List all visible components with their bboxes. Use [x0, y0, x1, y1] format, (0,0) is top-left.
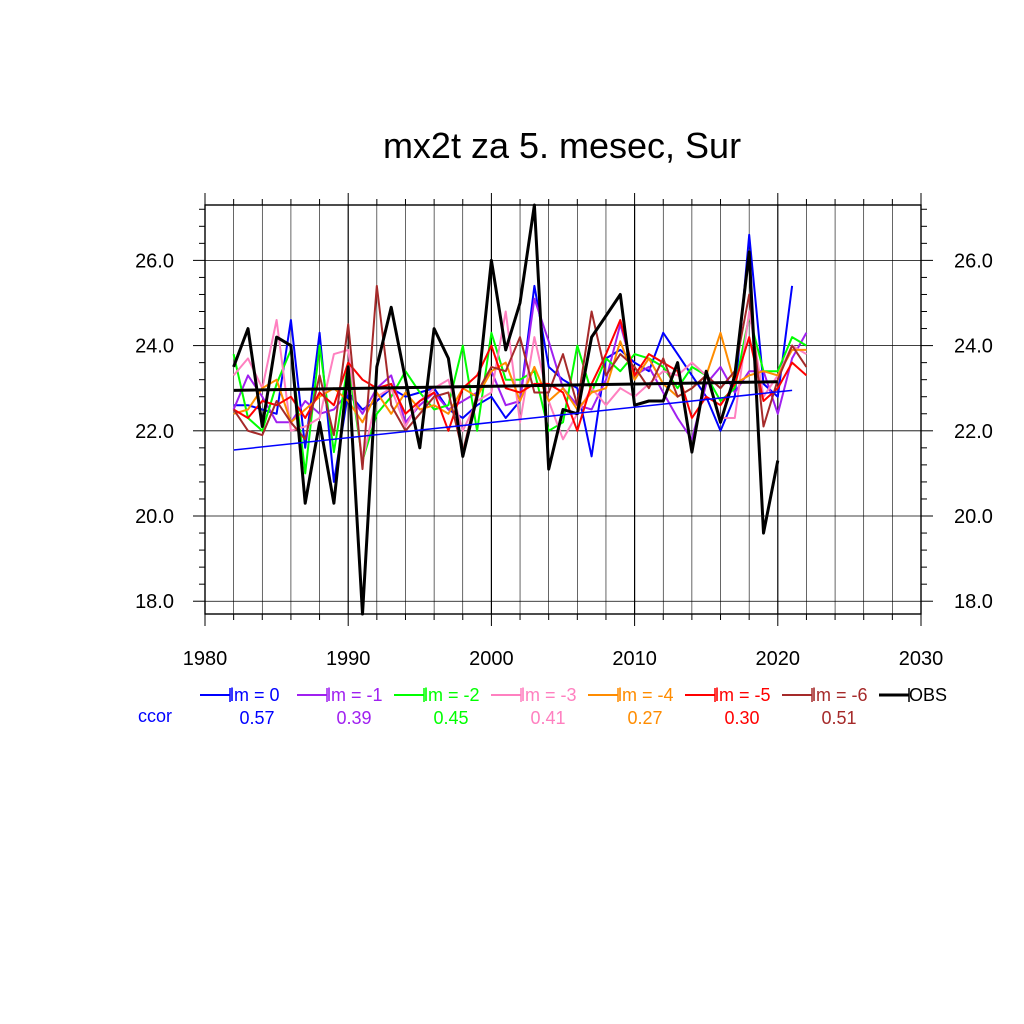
series-line-lm-6: [232, 284, 808, 471]
chart-title: mx2t za 5. mesec, Sur: [383, 125, 741, 166]
plot-frame: [204, 204, 922, 615]
tick-labels: 1980 1990 2000 2010 2020 2030 18.0 18.0 20.0 20.0…: [135, 250, 993, 670]
y-tick-label-left: 26.0: [135, 250, 174, 272]
y-tick-label-right: 24.0: [954, 336, 993, 358]
legend-label: lm = -2: [424, 685, 480, 705]
y-tick-label-left: 18.0: [135, 591, 174, 613]
ccor-value: 0.39: [336, 708, 371, 728]
y-tick-label-left: 24.0: [135, 336, 174, 358]
x-tick-label: 2010: [612, 648, 657, 670]
y-tick-label-right: 22.0: [954, 421, 993, 443]
y-tick-label-left: 20.0: [135, 506, 174, 528]
legend-label: lm = -3: [521, 685, 577, 705]
ccor-value: 0.30: [724, 708, 759, 728]
x-tick-label: 1990: [326, 648, 371, 670]
series-line-lm-4: [233, 331, 807, 424]
y-tick-label-right: 18.0: [954, 591, 993, 613]
tick-marks: [193, 193, 933, 626]
x-tick-label: 2000: [469, 648, 514, 670]
legend-label: lm = -6: [812, 685, 868, 705]
ccor-value: 0.51: [821, 708, 856, 728]
y-tick-label-right: 26.0: [954, 250, 993, 272]
x-tick-label: 1980: [183, 648, 228, 670]
ccor-value: 0.41: [530, 708, 565, 728]
ccor-label: ccor: [138, 706, 172, 726]
legend: ccor lm = 0 0.57 lm = -1 0.39 lm = -2 0.45 lm =…: [138, 685, 947, 728]
legend-label: OBS: [909, 685, 947, 705]
x-tick-label: 2020: [756, 648, 801, 670]
series-layer: [232, 203, 808, 616]
lm0-trend-line: [233, 389, 793, 451]
legend-label: lm = -1: [327, 685, 383, 705]
ccor-value: 0.45: [433, 708, 468, 728]
ccor-value: 0.27: [627, 708, 662, 728]
y-tick-label-right: 20.0: [954, 506, 993, 528]
legend-label: lm = -4: [618, 685, 674, 705]
x-tick-label: 2030: [899, 648, 944, 670]
legend-label: lm = -5: [715, 685, 771, 705]
obs-trend-line: [233, 380, 778, 392]
ccor-value: 0.57: [239, 708, 274, 728]
y-tick-label-left: 22.0: [135, 421, 174, 443]
series-line-obs: [232, 203, 780, 616]
legend-label: lm = 0: [230, 685, 280, 705]
